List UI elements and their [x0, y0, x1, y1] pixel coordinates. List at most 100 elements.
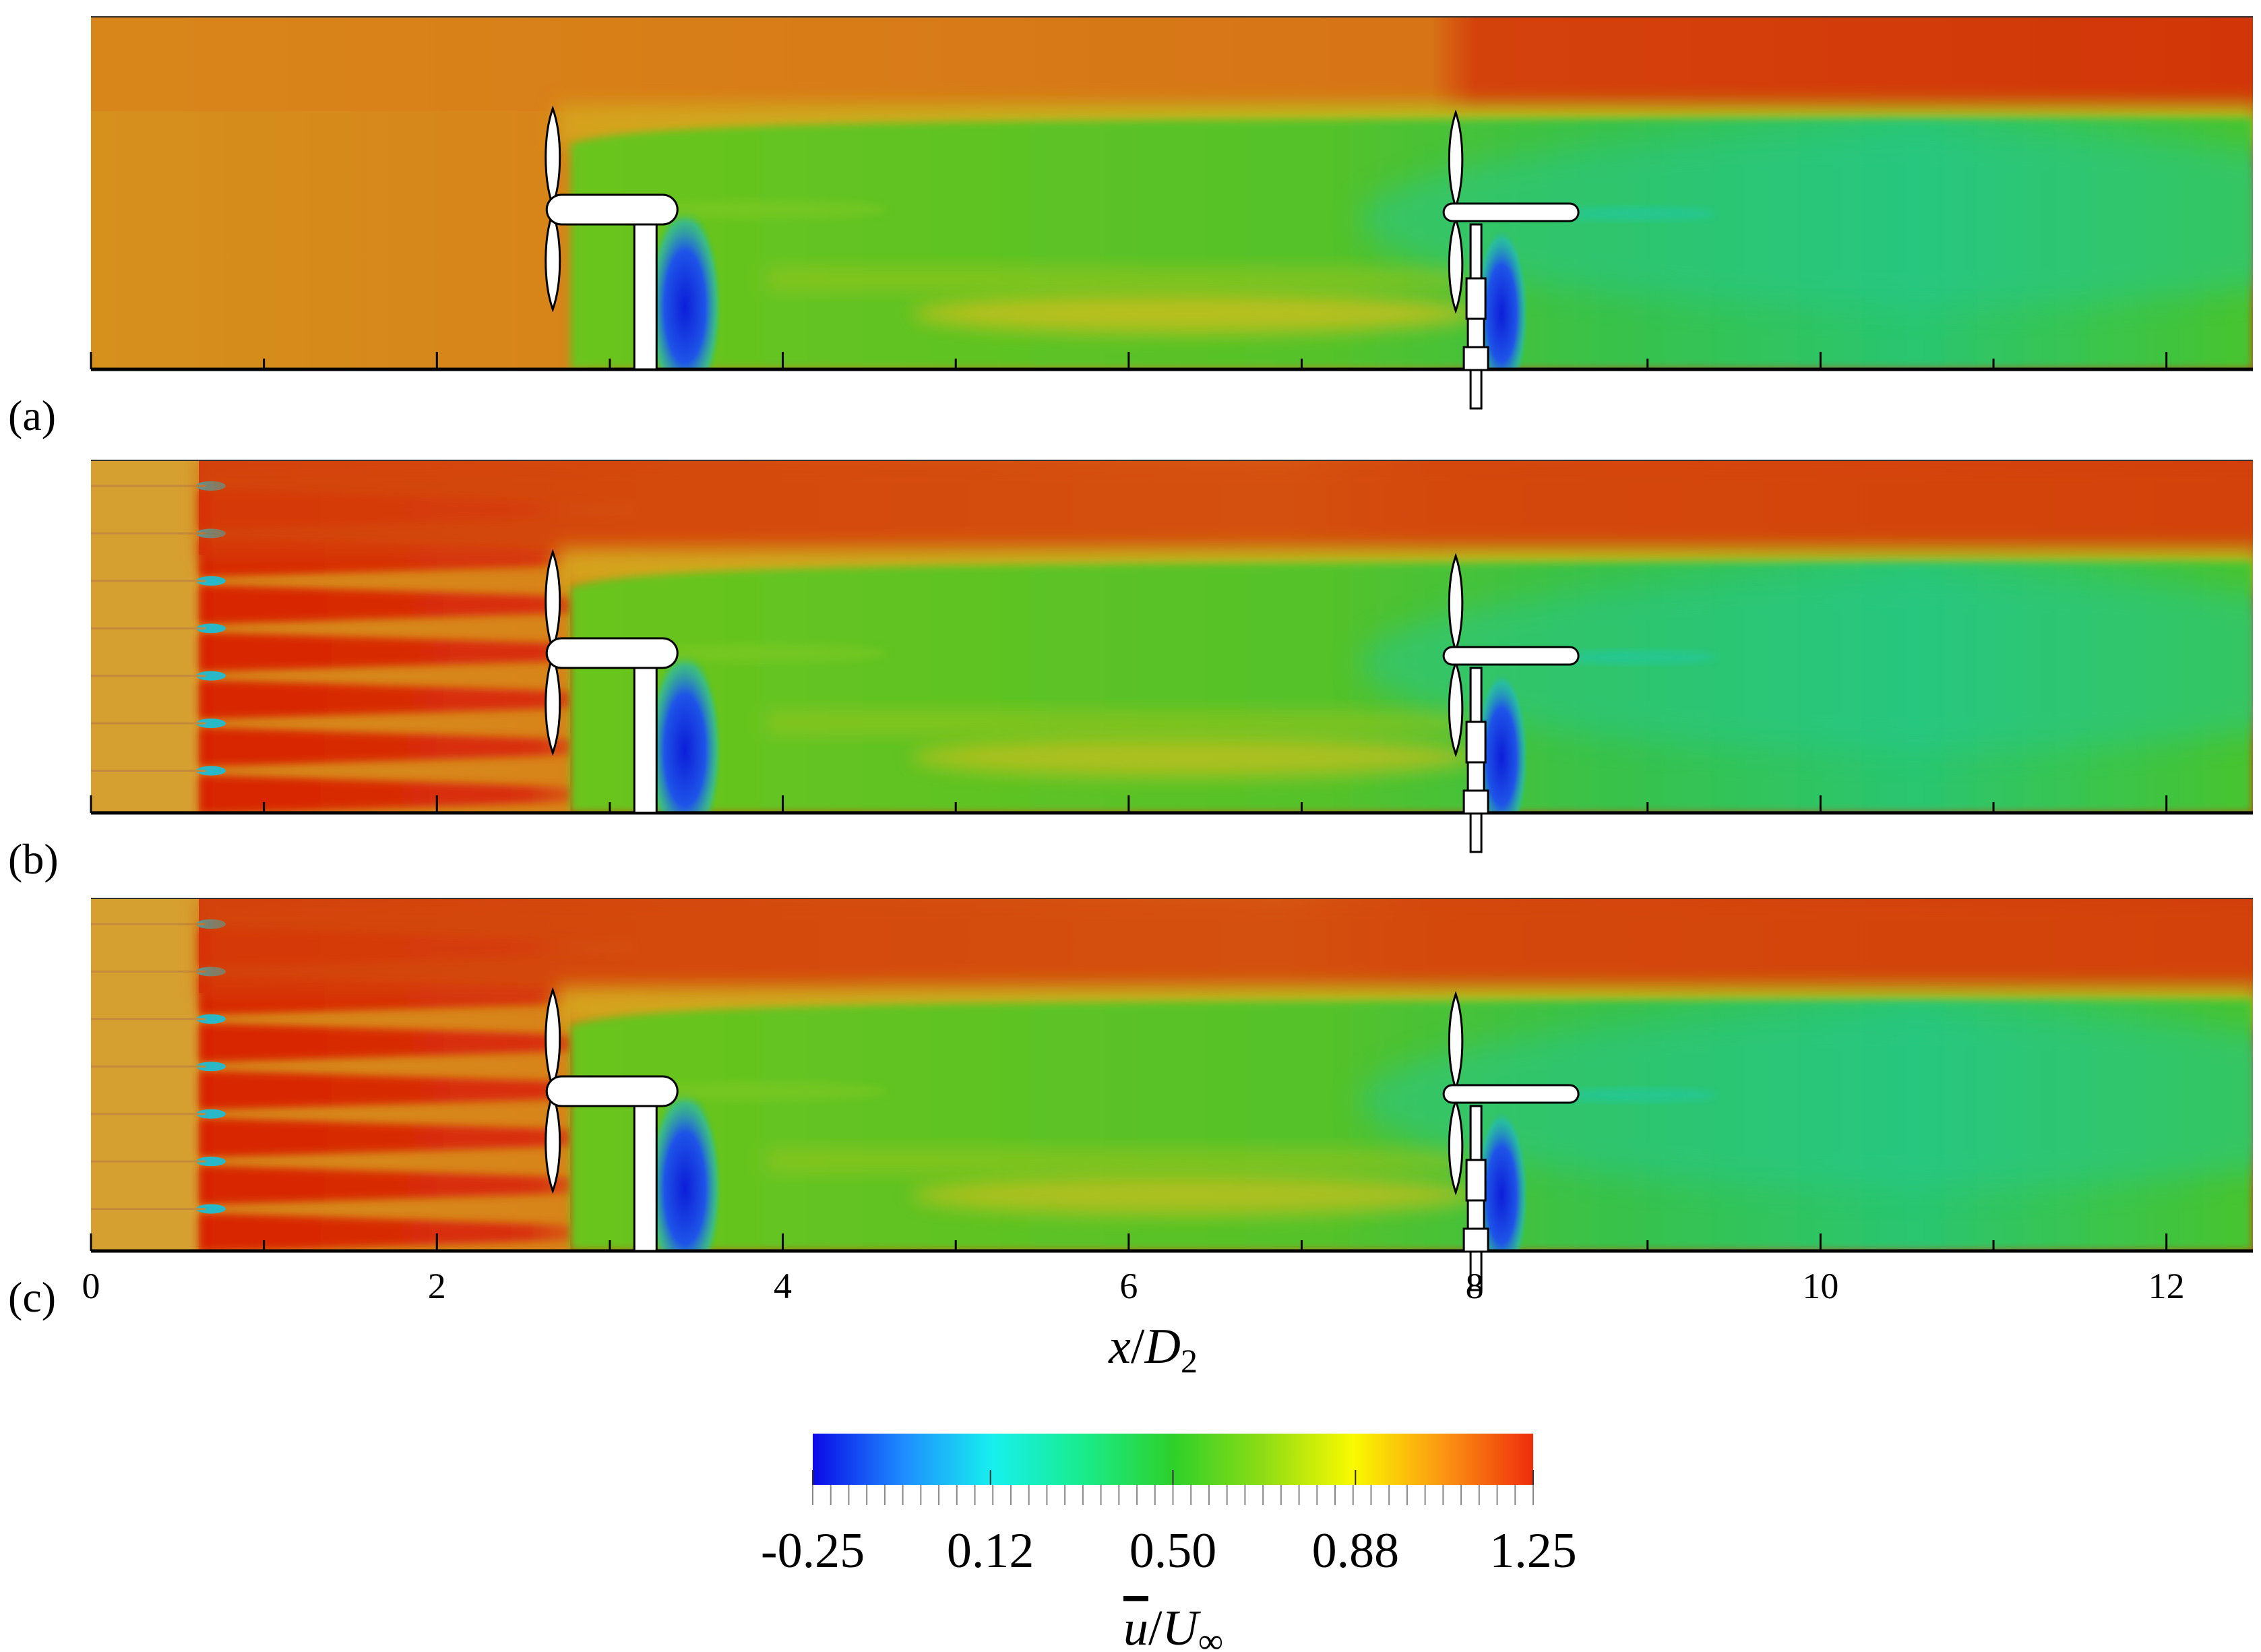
grid-jet	[199, 1070, 672, 1111]
x-tick-label: 4	[774, 1266, 792, 1306]
panel-3: (c)	[8, 898, 2253, 1321]
grid-jet	[199, 632, 672, 673]
upstream-hub-wake	[644, 1082, 888, 1101]
upstream-hub-wake	[644, 200, 888, 219]
x-tick-label: 6	[1119, 1266, 1138, 1306]
x-tick-label: 8	[1466, 1266, 1484, 1306]
grid-jet	[199, 727, 646, 767]
colorbar-title: u/U∞	[1123, 1601, 1223, 1652]
upper-jet	[199, 898, 2253, 1000]
x-tick-label: 2	[428, 1266, 446, 1306]
grid-zone	[91, 898, 199, 1251]
downstream-tower-low	[1466, 761, 1485, 793]
grid-bar-wake	[196, 1109, 226, 1119]
grid-jet	[199, 679, 659, 720]
downstream-hub-wake	[1555, 650, 1718, 664]
grid-bar-wake	[196, 1062, 226, 1072]
grid-bar-wake	[196, 718, 226, 729]
grid-bar-wake	[196, 766, 226, 776]
grid-bar-wake	[196, 623, 226, 634]
downstream-tower-base	[1462, 346, 1489, 371]
colorbar-title-sep: /	[1148, 1601, 1163, 1652]
grid-jet	[199, 774, 634, 813]
downstream-blade-top	[1448, 109, 1464, 210]
x-axis-title-base: D	[1144, 1319, 1180, 1374]
grid-bar-wake	[196, 1204, 226, 1214]
velocity-field	[91, 460, 2253, 813]
panel-label: (a)	[8, 392, 56, 439]
grid-bar-wake	[196, 576, 226, 586]
upstream-blade-bottom	[545, 209, 561, 313]
colorbar-ticks: -0.25 0.12 0.50 0.88 1.25	[761, 1470, 1577, 1579]
downstream-nacelle	[1442, 202, 1580, 222]
x-tick-label: 0	[82, 1266, 100, 1306]
downstream-wake-core	[1360, 1013, 2253, 1188]
downstream-tower-foot	[1469, 1250, 1483, 1291]
upstream-blade-bottom	[545, 1091, 561, 1194]
downstream-wake-core	[1360, 575, 2253, 750]
upstream-blade-top	[545, 987, 561, 1091]
upstream-hub-wake	[644, 644, 888, 663]
upstream-tower-deficit	[648, 649, 722, 813]
upstream-tower	[633, 659, 658, 814]
downstream-tower-mid	[1465, 1159, 1487, 1202]
x-axis-title-sep: /	[1131, 1319, 1145, 1374]
downstream-nacelle	[1442, 646, 1580, 666]
upstream-tower-deficit	[648, 206, 722, 369]
grid-bar-wake	[196, 671, 226, 681]
grid-jet	[199, 1213, 634, 1251]
velocity-field	[91, 17, 2253, 369]
x-tick-label: 12	[2148, 1266, 2185, 1306]
grid-jets	[91, 460, 2253, 813]
downstream-blade-top	[1448, 991, 1464, 1092]
downstream-tower-base	[1462, 789, 1489, 815]
downstream-tower-top	[1469, 223, 1483, 280]
downstream-nacelle	[1442, 1084, 1580, 1104]
downstream-tower-deficit	[1475, 1107, 1529, 1251]
ground-streak	[911, 293, 1478, 334]
panels-group: (a) (b) (c)	[8, 16, 2253, 1321]
downstream-blade-bottom	[1448, 216, 1464, 314]
downstream-hub-wake	[1555, 1089, 1718, 1102]
grid-jet	[199, 584, 659, 625]
grid-bar-wake	[196, 1014, 226, 1024]
grid-jet	[199, 1165, 646, 1205]
velocity-field	[91, 898, 2253, 1251]
downstream-tower-foot	[1469, 369, 1483, 410]
downstream-tower-mid	[1465, 277, 1487, 320]
x-axis-title-sub: 2	[1181, 1342, 1198, 1380]
colorbar-tick-label: 1.25	[1489, 1523, 1577, 1579]
x-tick-label: 10	[1802, 1266, 1838, 1306]
upstream-region	[91, 111, 571, 369]
x-axis-title: x/D2	[1108, 1319, 1198, 1380]
colorbar-title-sub: ∞	[1198, 1622, 1223, 1652]
colorbar-tick-label: 0.88	[1312, 1523, 1400, 1579]
downstream-tower-top	[1469, 667, 1483, 723]
x-axis: 0 2 4 6 8 10 12	[82, 1266, 2185, 1306]
upstream-nacelle	[545, 637, 679, 669]
upstream-tower-deficit	[648, 1087, 722, 1251]
downstream-tower-low	[1466, 317, 1485, 350]
downstream-blade-bottom	[1448, 659, 1464, 758]
upstream-nacelle	[545, 1075, 679, 1107]
downstream-hub-wake	[1555, 207, 1718, 220]
grid-jet	[199, 1118, 659, 1158]
upstream-blade-top	[545, 105, 561, 209]
colorbar-title-den: U	[1163, 1601, 1202, 1652]
upstream-blade-bottom	[545, 652, 561, 756]
wake-inner-streak	[766, 1149, 1462, 1172]
upstream-blade-top	[545, 549, 561, 652]
x-axis-title-var: x	[1108, 1319, 1131, 1374]
upstream-nacelle	[545, 193, 679, 226]
grid-jet	[199, 1022, 659, 1063]
downstream-tower-base	[1462, 1227, 1489, 1253]
upper-jet	[199, 460, 2253, 561]
panel-2: (b)	[8, 460, 2253, 883]
colorbar-tick-label: -0.25	[761, 1523, 865, 1579]
wake-inner-streak	[766, 268, 1462, 290]
wake-inner-streak	[766, 711, 1462, 734]
colorbar-title-num: u	[1123, 1601, 1148, 1652]
downstream-wake-core	[1360, 131, 2253, 307]
downstream-tower-deficit	[1475, 669, 1529, 813]
